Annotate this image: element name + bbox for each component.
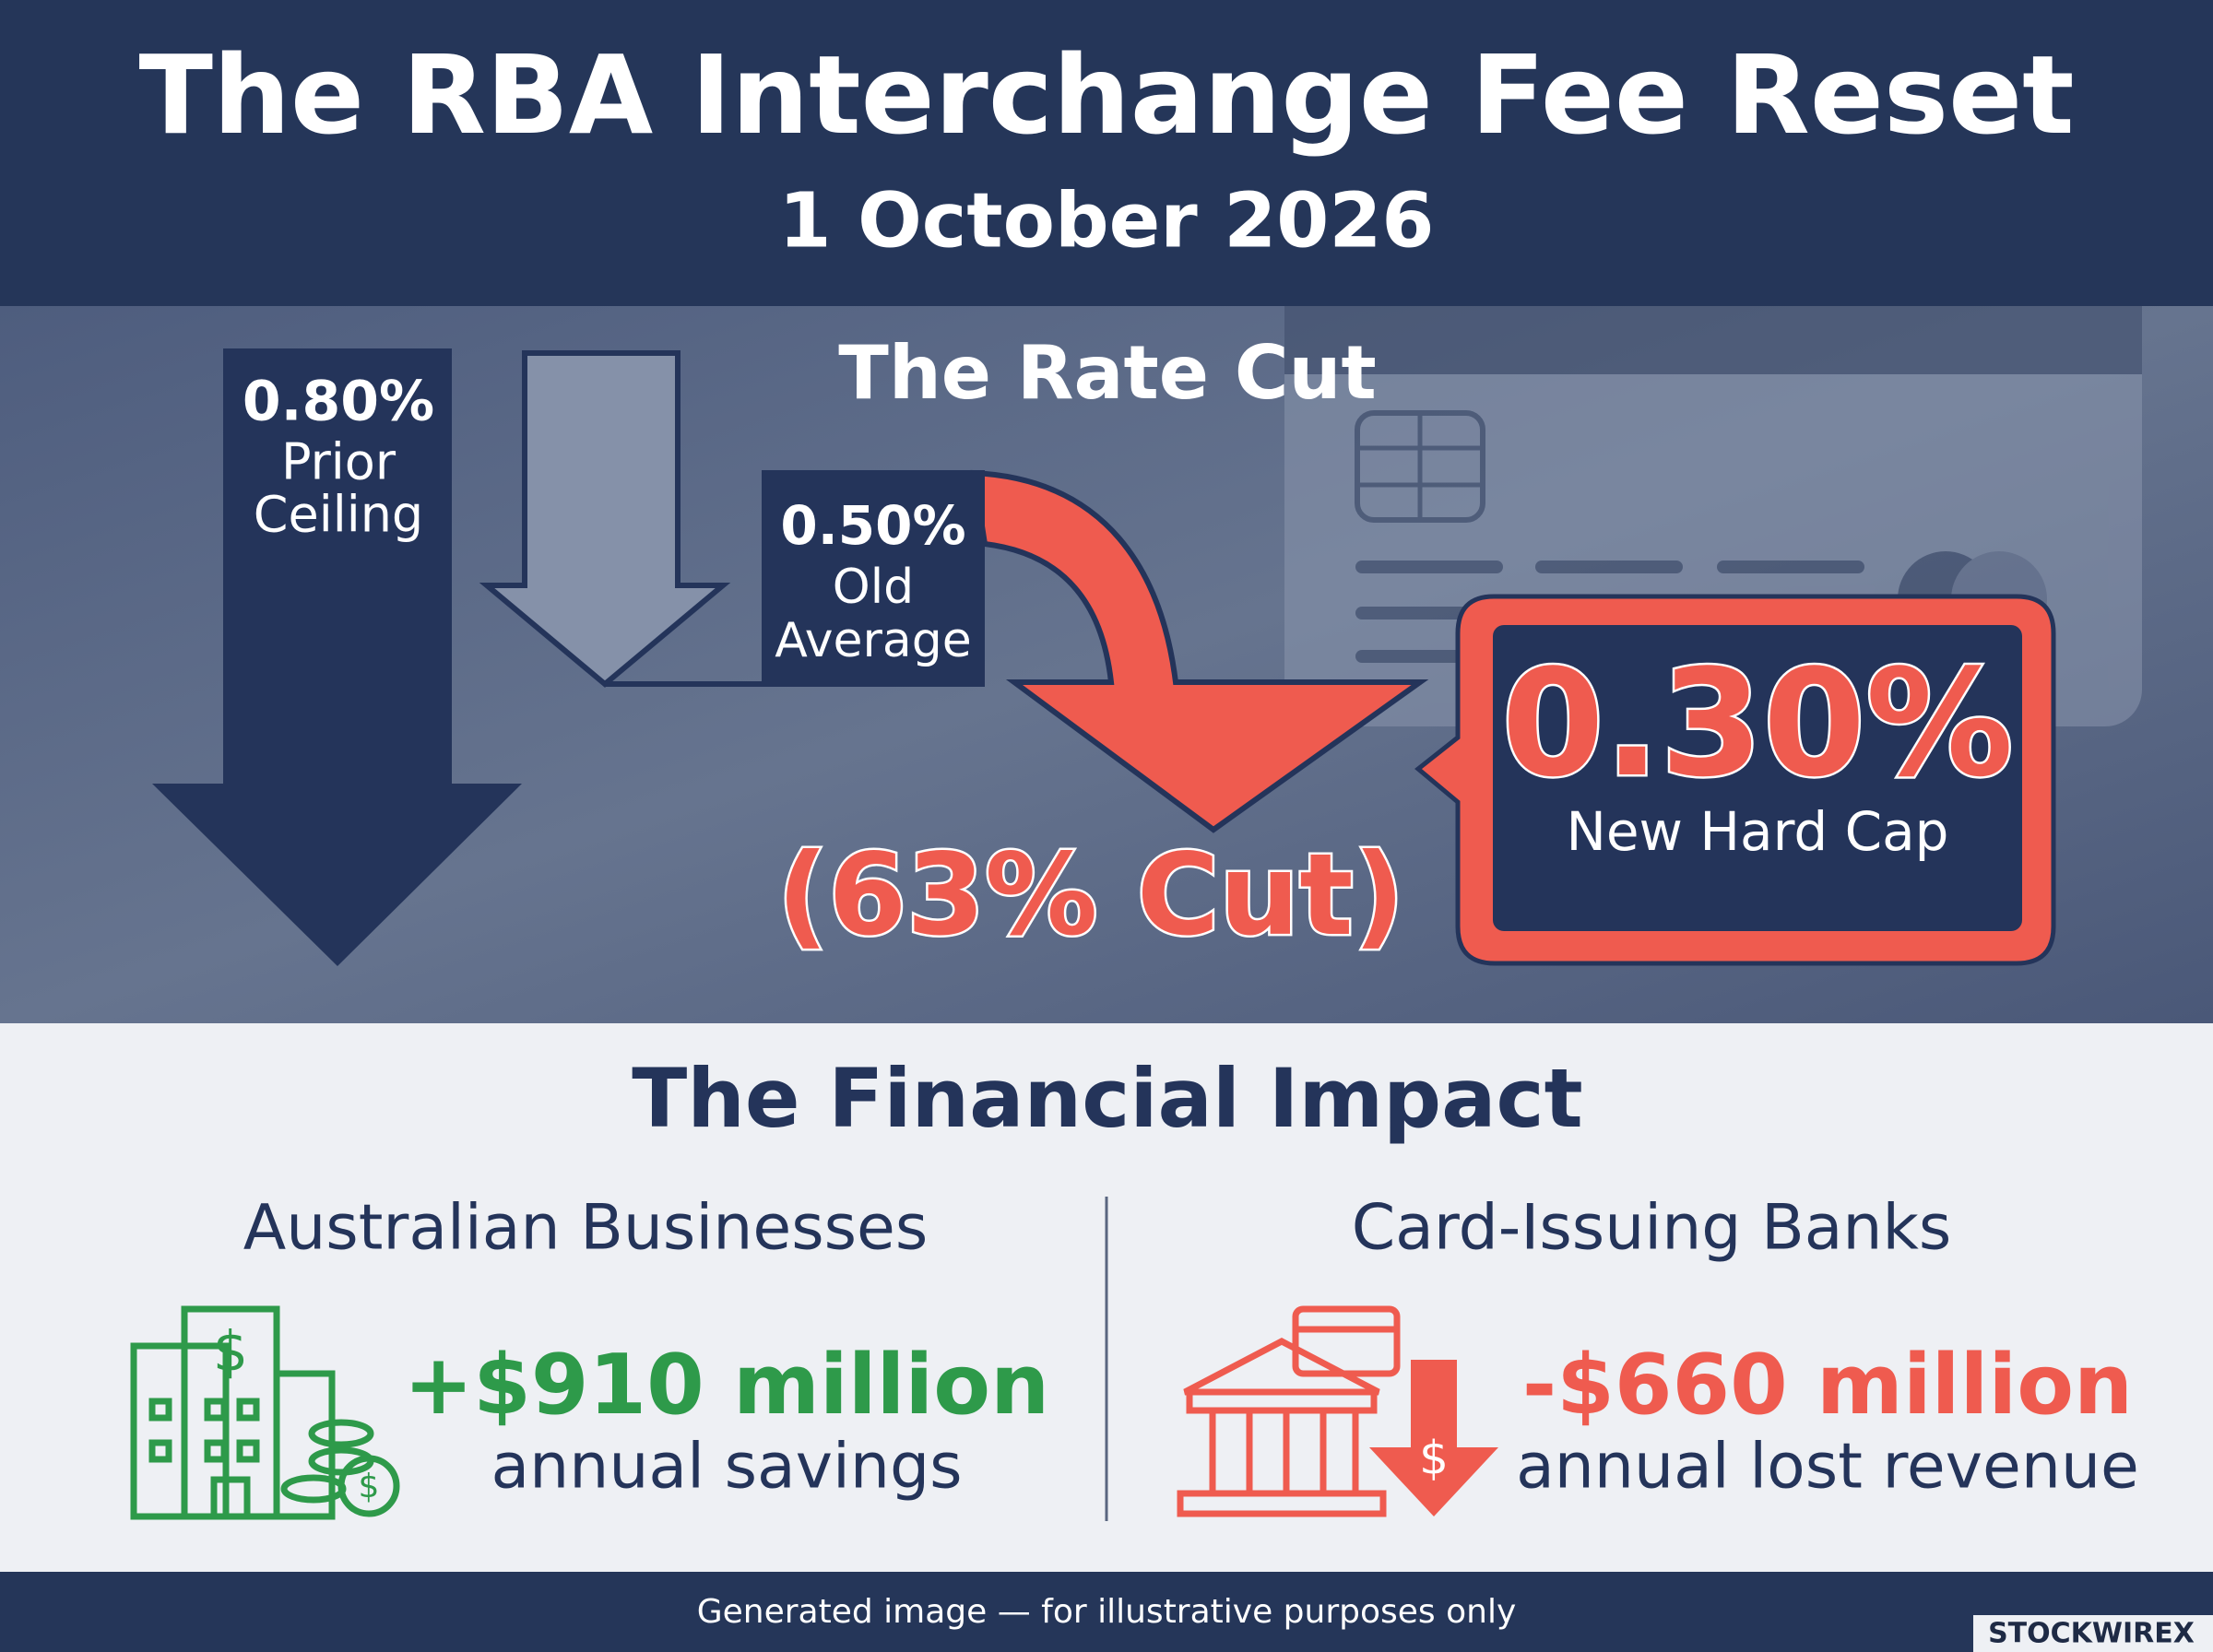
new-value: 0.30% — [1501, 637, 2013, 809]
brand: STOCKWIREX — [1988, 1618, 2195, 1650]
prior-label: Ceiling — [254, 486, 423, 544]
footer-note: Generated image — for illustrative purpo… — [697, 1593, 1517, 1631]
old-label: Old — [833, 560, 914, 615]
banks-heading: Card-Issuing Banks — [1352, 1192, 1952, 1265]
impact-title: The Financial Impact — [632, 1051, 1583, 1146]
old-arrow — [479, 350, 731, 688]
svg-text:$: $ — [359, 1468, 380, 1505]
footer-bg — [0, 1572, 2213, 1652]
header-bg — [0, 0, 2213, 306]
svg-text:$: $ — [213, 1320, 248, 1385]
prior-label: Prior — [281, 433, 396, 491]
prior-arrow — [152, 348, 522, 966]
cap-inner — [1493, 625, 2022, 931]
subtitle: 1 October 2026 — [779, 177, 1435, 265]
old-value: 0.50% — [780, 494, 965, 557]
banks-amount: -$660 million — [1522, 1337, 2133, 1434]
old-label: Average — [775, 613, 972, 668]
bank-icon: $ — [1177, 1305, 1498, 1517]
businesses-amount: +$910 million — [404, 1337, 1049, 1434]
prior-value: 0.80% — [243, 370, 434, 434]
new-label: New Hard Cap — [1566, 800, 1948, 863]
cut-arrow — [970, 469, 1429, 833]
cut-percent: (63% Cut) — [777, 830, 1405, 961]
business-icon: $ $ — [130, 1305, 400, 1520]
banks-caption: annual lost revenue — [1516, 1431, 2139, 1504]
businesses-caption: annual savings — [491, 1431, 962, 1504]
old-box — [762, 470, 985, 687]
rate-cut-title: The Rate Cut — [838, 330, 1376, 416]
svg-text:$: $ — [1419, 1432, 1449, 1485]
businesses-heading: Australian Businesses — [243, 1192, 929, 1265]
brand-bg — [1973, 1615, 2213, 1652]
title: The RBA Interchange Fee Reset — [138, 31, 2074, 159]
